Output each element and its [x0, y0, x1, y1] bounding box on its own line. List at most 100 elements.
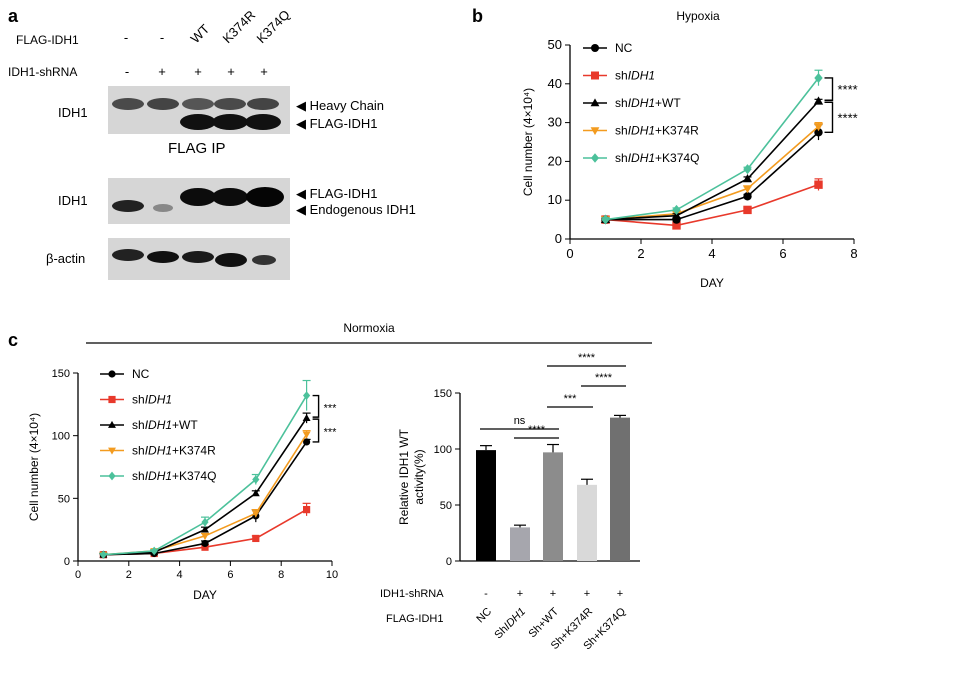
legend-item-shidh1-k374r: shIDH1+K374R [100, 444, 216, 458]
y-tick-label: 50 [58, 493, 70, 505]
comparison-label-5: **** [578, 352, 596, 364]
shrna-sign-1: - [484, 588, 488, 600]
x-tick-label: 0 [75, 569, 81, 581]
y-tick-label: 0 [64, 556, 70, 568]
lane-header-3: WT [188, 21, 213, 46]
legend-item-shidh1-k374r: shIDH1+K374R [583, 124, 699, 138]
data-point [251, 510, 260, 518]
shrna-sign-4: + [584, 588, 590, 600]
x-axis-label: DAY [700, 276, 724, 290]
data-point [302, 431, 311, 439]
shrna-sign-3: + [550, 588, 556, 600]
series-line [605, 125, 820, 221]
series-shidh1-k374q [601, 69, 823, 225]
panel-b: b Hypoxia 0 2 4 6 8 0 10 20 30 40 50 DAY Cell number… [472, 6, 858, 290]
y-axis-label: Cell number (4×10⁴) [521, 88, 535, 196]
x-tick-label: 2 [637, 246, 644, 261]
blot-1-label: IDH1 [58, 105, 88, 120]
comparison-label-3: *** [564, 393, 578, 405]
shrna-sign-1: - [125, 64, 129, 79]
band-heavy-2 [147, 98, 179, 110]
sig-1-bracket [312, 394, 320, 418]
band-flag-in-3 [180, 188, 216, 206]
y-tick-label: 150 [52, 368, 70, 380]
blot-1-band-flag-idh1: ◀ FLAG-IDH1 [296, 116, 378, 131]
sig-2-label: *** [324, 427, 338, 439]
data-point [303, 506, 311, 514]
blot-2-band-endogenous: ◀ Endogenous IDH1 [296, 202, 416, 217]
significance-brackets: **** **** [824, 77, 858, 134]
band-actin-3 [182, 251, 214, 263]
x-tick-label: 8 [278, 569, 284, 581]
x-tick-label: 6 [779, 246, 786, 261]
legend-item-shidh1-k374q: shIDH1+K374Q [583, 151, 699, 165]
shrna-sign-4: + [227, 64, 235, 79]
lane-header-4: K374R [220, 7, 259, 46]
legend-item-shidh1-wt: shIDH1+WT [583, 96, 681, 110]
legend-item-shidh1: shIDH1 [583, 69, 655, 83]
legend-item-shidh1-wt: shIDH1+WT [100, 418, 198, 432]
x-tick-label: 2 [126, 569, 132, 581]
series-shidh1 [601, 178, 823, 230]
legend-label: shIDH1+WT [615, 96, 681, 110]
data-point [252, 475, 260, 484]
data-point [814, 128, 823, 137]
comparison-label-4: **** [595, 372, 613, 384]
data-point [672, 221, 681, 230]
data-point [743, 205, 752, 215]
x-tick-label: 10 [326, 569, 338, 581]
shrna-sign-5: + [617, 588, 623, 600]
y-tick-label: 150 [434, 388, 452, 400]
data-point [303, 391, 311, 400]
data-point [813, 123, 824, 132]
data-point [672, 204, 681, 215]
data-point [742, 174, 753, 183]
data-point [601, 214, 610, 225]
data-point [201, 539, 209, 548]
legend-marker [590, 127, 600, 136]
sig-2-bracket [312, 418, 320, 443]
band-heavy-1 [112, 98, 144, 110]
y-axis-label: Cell number (4×10⁴) [27, 413, 41, 521]
data-point [251, 489, 260, 497]
band-heavy-4 [214, 98, 246, 110]
data-point [303, 438, 311, 446]
data-point [99, 550, 107, 560]
legend-item-nc: NC [583, 41, 633, 55]
legend-label: shIDH1+K374Q [132, 469, 216, 483]
data-point [671, 210, 682, 220]
blot-2-band-flag-idh1: ◀ FLAG-IDH1 [296, 186, 378, 201]
shrna-sign-3: + [194, 64, 202, 79]
data-point [813, 96, 824, 105]
x-tick-label: 8 [850, 246, 857, 261]
y-tick-label: 10 [548, 192, 562, 207]
sig-1-label: **** [838, 82, 858, 97]
sig-2-label: **** [838, 110, 858, 125]
shrna-sign-2: + [158, 64, 166, 79]
band-endog-1 [112, 200, 144, 212]
blot-1-caption: FLAG IP [168, 140, 226, 157]
x-tick-label: 0 [566, 246, 573, 261]
band-flag-4 [212, 114, 248, 130]
series-nc [601, 123, 823, 224]
normoxia-label: Normoxia [343, 321, 395, 335]
shrna-sign-5: + [260, 64, 268, 79]
series-shidh1-k374q [99, 379, 311, 560]
legend-marker [591, 153, 599, 163]
y-axis-label: Relative IDH1 WTactivity(%) [397, 428, 426, 525]
y-tick-label: 0 [446, 556, 452, 568]
band-flag-3 [180, 114, 216, 130]
significance-brackets: *** *** [312, 394, 338, 443]
legend-item-nc: NC [100, 367, 150, 381]
series-line [605, 100, 820, 221]
legend-marker [108, 420, 116, 428]
lane-header-5: K374Q [254, 7, 293, 46]
band-heavy-3 [182, 98, 214, 110]
panel-b-letter: b [472, 6, 483, 26]
panel-a: a FLAG-IDH1 IDH1-shRNA - - WT K374R K374… [8, 6, 416, 280]
legend-label: shIDH1+K374R [615, 124, 699, 138]
data-point [150, 546, 158, 556]
band-actin-4 [215, 253, 247, 267]
legend-normoxia: NC shIDH1 shIDH1+WT shIDH1+K374R shIDH1+K374… [100, 367, 216, 483]
